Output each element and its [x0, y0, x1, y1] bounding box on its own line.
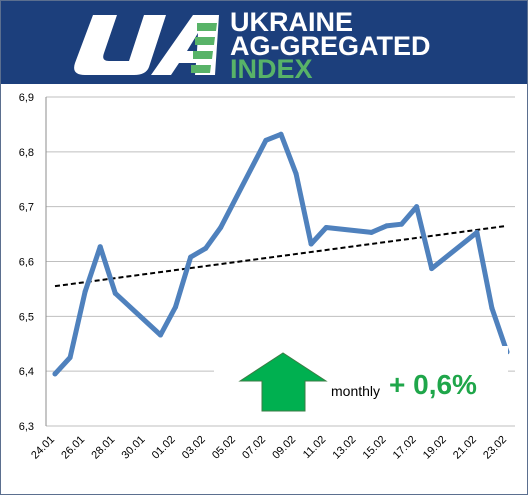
up-arrow-icon	[238, 352, 328, 412]
data-point	[489, 305, 495, 311]
y-tick-label: 6,8	[19, 147, 34, 159]
x-tick-label: 26.01	[59, 434, 87, 462]
x-tick-label: 07.02	[240, 434, 268, 462]
y-tick-label: 6,6	[19, 257, 34, 269]
x-tick-label: 05.02	[210, 434, 238, 462]
monthly-label: monthly	[331, 383, 380, 399]
x-tick-label: 13.02	[331, 434, 359, 462]
x-tick-label: 19.02	[421, 434, 449, 462]
monthly-annotation: monthly + 0,6%	[214, 346, 508, 418]
header-banner: UKRAINE AG-GREGATED INDEX	[1, 1, 527, 84]
ukraine-aggregated-index-logo: UKRAINE AG-GREGATED INDEX	[74, 7, 431, 84]
series-line	[52, 131, 510, 377]
data-point	[82, 289, 88, 295]
x-tick-label: 01.02	[150, 434, 178, 462]
data-point	[399, 221, 405, 227]
data-point	[188, 254, 194, 260]
x-tick-label: 28.01	[89, 434, 117, 462]
y-axis-ticks: 6,3 6,4 6,5 6,6 6,7 6,8 6,9	[19, 92, 34, 433]
data-point	[323, 225, 329, 231]
y-tick-label: 6,9	[19, 92, 34, 104]
x-tick-label: 21.02	[451, 434, 479, 462]
banner-title-index: INDEX	[230, 54, 313, 84]
y-tick-label: 6,7	[19, 202, 34, 214]
trendline-dashed	[54, 224, 508, 288]
data-point	[218, 225, 224, 231]
x-tick-label: 11.02	[301, 434, 328, 461]
monthly-change-value: + 0,6%	[389, 369, 477, 400]
data-point	[429, 266, 435, 272]
data-point	[383, 223, 389, 229]
y-tick-label: 6,5	[19, 311, 34, 323]
banner-title-aggregated: AG-GREGATED	[230, 31, 431, 61]
banner-title-ukraine: UKRAINE	[230, 7, 353, 37]
data-point	[278, 131, 284, 137]
x-tick-label: 09.02	[270, 434, 298, 462]
data-point	[263, 137, 269, 143]
x-tick-label: 17.02	[391, 434, 419, 462]
x-axis-ticks: 24.01 26.01 28.01 30.01 01.02 03.02 05.02 07.02…	[29, 434, 509, 462]
trendline	[54, 224, 508, 288]
x-tick-label: 23.02	[481, 434, 509, 462]
data-point	[293, 171, 299, 177]
y-tick-label: 6,3	[19, 421, 34, 433]
data-point	[308, 241, 314, 247]
data-point	[474, 229, 480, 235]
y-tick-label: 6,4	[19, 366, 34, 378]
data-point	[97, 244, 103, 250]
x-tick-label: 03.02	[180, 434, 208, 462]
x-tick-label: 30.01	[120, 434, 148, 462]
data-point	[173, 304, 179, 310]
data-point	[203, 245, 209, 251]
series-lines	[52, 131, 510, 377]
data-point	[157, 332, 163, 338]
data-point	[414, 204, 420, 210]
ua-logo-mark	[74, 15, 219, 75]
x-tick-label: 24.01	[29, 434, 57, 462]
data-point	[368, 229, 374, 235]
data-point	[67, 354, 73, 360]
data-point	[112, 290, 118, 296]
x-tick-label: 15.02	[361, 434, 389, 462]
data-point	[52, 371, 58, 377]
